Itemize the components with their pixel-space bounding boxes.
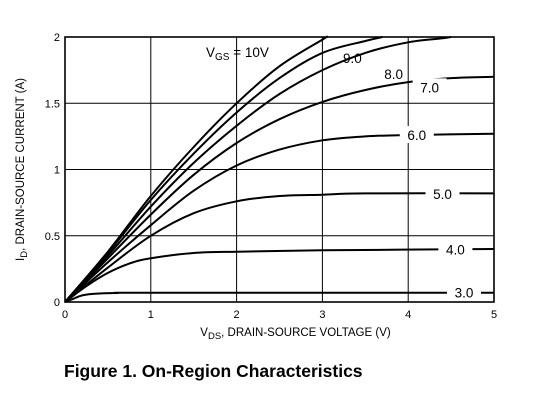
curve-label-9-0: 9.0 — [343, 51, 362, 66]
vgs-legend: VGS = 10V — [206, 45, 269, 63]
curve-vgs-5-0 — [64, 192, 495, 303]
curve-vgs-4-0 — [64, 248, 495, 303]
plot-frame — [64, 36, 495, 303]
curve-labels: 9.0 8.0 7.0 6.0 5.0 4.0 3.0 — [343, 51, 481, 301]
label-backing — [438, 240, 473, 258]
y-axis-label: ID, DRAIN-SOURCE CURRENT (A) — [15, 78, 30, 261]
x-tick-label: 1 — [148, 309, 154, 321]
tick-labels: 0 1 2 3 4 5 0 0.5 1 1.5 2 — [45, 32, 497, 321]
figure-caption: Figure 1. On-Region Characteristics — [64, 361, 363, 381]
grid — [65, 37, 494, 302]
curve-vgs-8-0 — [64, 36, 452, 303]
curve-label-4-0: 4.0 — [446, 243, 465, 258]
curve-label-7-0: 7.0 — [420, 80, 439, 95]
x-axis-label: VDS, DRAIN-SOURCE VOLTAGE (V) — [200, 327, 391, 342]
curve-label-5-0: 5.0 — [433, 187, 452, 202]
y-tick-label: 1 — [54, 165, 60, 177]
y-tick-label: 1.5 — [45, 98, 60, 110]
curve-label-8-0: 8.0 — [384, 67, 403, 82]
label-backing — [425, 185, 460, 203]
label-backing — [399, 126, 434, 144]
label-backing — [446, 283, 481, 301]
x-tick-label: 5 — [491, 309, 497, 321]
curve-vgs-9-0 — [64, 36, 383, 303]
curve-label-6-0: 6.0 — [407, 128, 426, 143]
y-tick-label: 0 — [54, 297, 60, 309]
x-tick-label: 3 — [319, 309, 325, 321]
x-tick-label: 4 — [405, 309, 411, 321]
x-tick-label: 2 — [234, 309, 240, 321]
y-tick-label: 2 — [54, 32, 60, 44]
curves — [64, 35, 495, 303]
curve-label-3-0: 3.0 — [455, 286, 474, 301]
curve-vgs-3-0 — [64, 291, 494, 303]
label-backing — [412, 78, 447, 96]
curve-vgs-6-0 — [64, 132, 495, 303]
y-tick-label: 0.5 — [45, 231, 60, 243]
x-tick-label: 0 — [62, 309, 68, 321]
